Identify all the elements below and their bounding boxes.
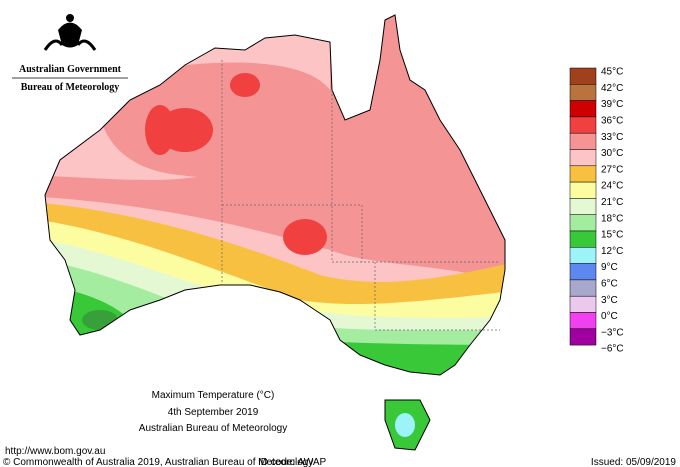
map-title: Maximum Temperature (°C): [152, 390, 275, 401]
legend-swatch: [569, 328, 597, 346]
legend-label: 18°C: [601, 213, 623, 224]
legend-swatch: [569, 132, 597, 150]
coastline: [44, 14, 506, 451]
legend-label: −3°C: [601, 327, 624, 338]
legend-label: 39°C: [601, 99, 623, 110]
footer-url: http://www.bom.gov.au: [5, 446, 105, 457]
legend-swatch: [569, 181, 597, 199]
legend-label: 45°C: [601, 67, 623, 78]
legend-label: 0°C: [601, 311, 618, 322]
footer-copyright: © Commonwealth of Australia 2019, Austra…: [3, 457, 313, 467]
legend-swatch: [569, 312, 597, 330]
map-date: 4th September 2019: [168, 407, 259, 418]
legend-label: 9°C: [601, 262, 618, 273]
footer-issued: Issued: 05/09/2019: [591, 457, 677, 467]
legend-label: 27°C: [601, 164, 623, 175]
legend-swatch: [569, 263, 597, 281]
legend-label: 30°C: [601, 148, 623, 159]
legend-label: 33°C: [601, 132, 623, 143]
legend-swatch: [569, 100, 597, 118]
map-source: Australian Bureau of Meteorology: [139, 423, 287, 434]
legend-swatch: [569, 247, 597, 264]
legend-swatch: [569, 198, 597, 215]
state-borders: [221, 60, 500, 331]
legend-label: 6°C: [601, 279, 618, 290]
legend-swatch: [569, 67, 597, 85]
legend-label: 24°C: [601, 181, 623, 192]
legend-swatch: [569, 84, 597, 101]
legend-label: 15°C: [601, 230, 623, 241]
legend-swatch: [569, 116, 597, 134]
legend-swatch: [569, 165, 597, 183]
legend-swatch: [569, 279, 597, 297]
coat-of-arms: [43, 14, 97, 51]
legend-swatch: [569, 214, 597, 232]
legend-label: 42°C: [601, 83, 623, 94]
legend-label: 3°C: [601, 295, 618, 306]
legend: 45°C 42°C 39°C 36°C 33°C 30°C 27°C 24°C 21°C 18°C…: [569, 67, 624, 355]
legend-label: −6°C: [601, 344, 624, 355]
legend-swatch: [569, 149, 597, 167]
legend-label: 21°C: [601, 197, 623, 208]
bureau-name: Bureau of Meteorology: [21, 82, 120, 93]
footer-id: ID code: AWAP: [258, 457, 327, 467]
legend-swatch: [569, 295, 597, 313]
agency-name: Australian Government: [19, 64, 122, 75]
legend-swatch: [569, 230, 597, 248]
legend-label: 12°C: [601, 246, 623, 257]
legend-label: 36°C: [601, 116, 623, 127]
